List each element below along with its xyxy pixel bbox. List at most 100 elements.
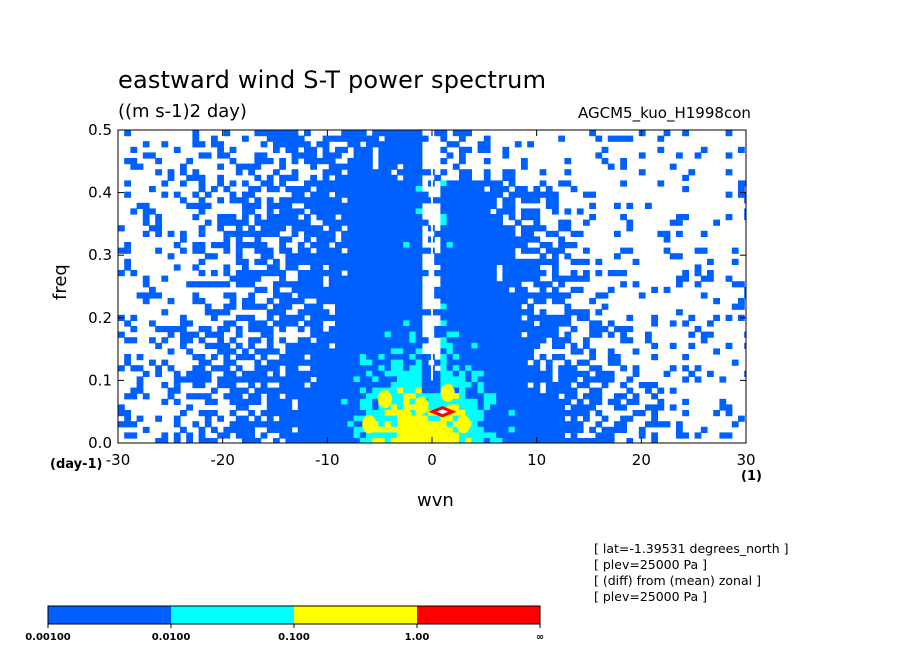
heatmap-cell [235,331,243,338]
heatmap-cell [409,253,417,260]
heatmap-cell [266,225,274,232]
heatmap-cell [273,230,280,237]
heatmap-cell [446,214,454,221]
heatmap-cell [508,253,516,260]
heatmap-cell [291,415,299,422]
heatmap-cell [198,359,206,366]
heatmap-cell [601,158,609,165]
heatmap-cell [440,415,448,422]
heatmap-cell [335,146,342,153]
heatmap-cell [186,320,193,327]
heatmap-cell [335,253,342,260]
heatmap-cell [316,404,324,411]
heatmap-cell [291,197,299,204]
heatmap-cell [254,174,262,181]
heatmap-cell [353,208,361,215]
heatmap-cell [403,236,410,243]
heatmap-cell [397,236,404,243]
heatmap-cell [347,376,355,383]
heatmap-cell [483,146,491,153]
heatmap-cell [118,225,125,232]
heatmap-cell [434,286,441,293]
heatmap-cell [204,415,212,422]
heatmap-cell [490,359,497,366]
heatmap-cell [446,225,454,232]
heatmap-cell [397,303,404,310]
heatmap-cell [521,342,528,349]
heatmap-cell [235,354,243,361]
heatmap-cell [378,169,386,176]
heatmap-cell [607,320,615,327]
heatmap-cell [620,214,627,221]
heatmap-cell [291,286,299,293]
heatmap-cell [266,180,274,187]
heatmap-cell [266,331,274,338]
heatmap-cell [614,354,621,361]
heatmap-cell [595,376,603,383]
heatmap-cell [514,326,522,333]
heatmap-cell [614,393,621,400]
heatmap-cell [471,326,479,333]
heatmap-cell [304,342,311,349]
heatmap-cell [490,320,497,327]
heatmap-cell [180,320,187,327]
heatmap-cell [198,270,206,277]
heatmap-cell [372,376,379,383]
heatmap-cell [304,286,311,293]
heatmap-cell [248,303,255,310]
heatmap-cell [465,348,472,355]
heatmap-cell [260,331,268,338]
heatmap-cell [273,393,280,400]
heatmap-cell [390,163,398,170]
heatmap-cell [483,135,491,142]
heatmap-cell [527,410,534,417]
heatmap-cell [533,426,541,433]
heatmap-cell [341,180,348,187]
heatmap-cell [632,398,640,405]
heatmap-cell [155,415,162,422]
heatmap-cell [260,432,268,439]
heatmap-cell [663,370,671,377]
heatmap-cell [570,286,578,293]
heatmap-cell [533,219,541,226]
heatmap-cell [552,354,559,361]
heatmap-cell [459,410,466,417]
heatmap-cell [322,208,330,215]
heatmap-cell [502,404,510,411]
heatmap-cell [496,426,503,433]
heatmap-cell [322,202,330,209]
heatmap-cell [390,146,398,153]
heatmap-cell [521,309,528,316]
heatmap-cell [341,331,348,338]
heatmap-cell [496,393,503,400]
heatmap-cell [452,264,460,271]
colorbar: 0.00100 0.0100 0.100 1.00 ∞ [25,605,544,643]
heatmap-cell [552,426,559,433]
heatmap-cell [372,130,379,137]
heatmap-cell [508,342,516,349]
heatmap-cell [514,331,522,338]
heatmap-cell [490,253,497,260]
heatmap-cell [186,158,193,165]
heatmap-cell [242,387,249,394]
heatmap-cell [254,130,262,137]
heatmap-cell [440,298,448,305]
heatmap-cell [409,382,417,389]
heatmap-cell [607,370,615,377]
heatmap-cell [452,247,460,254]
heatmap-cell [390,191,398,198]
heatmap-cell [558,298,565,305]
heatmap-cell [359,303,367,310]
heatmap-cell [558,404,565,411]
heatmap-cell [744,286,746,293]
heatmap-cell [291,135,299,142]
heatmap-cell [335,348,342,355]
heatmap-cell [558,365,565,372]
heatmap-cell [502,320,510,327]
heatmap-cell [223,130,231,137]
heatmap-cell [229,370,237,377]
heatmap-cell [316,354,324,361]
heatmap-cell [415,169,423,176]
heatmap-cell [149,152,156,159]
heatmap-cell [545,230,553,237]
